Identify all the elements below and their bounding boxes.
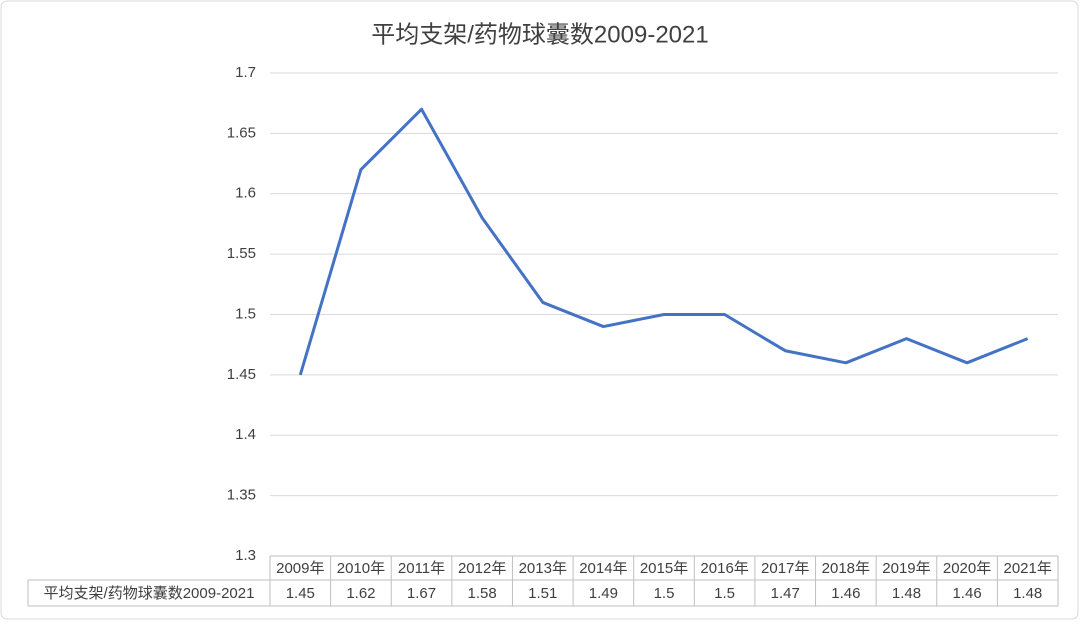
x-tick-label: 2009年 [276, 560, 324, 577]
data-table-value: 1.46 [952, 585, 981, 602]
x-tick-label: 2017年 [761, 560, 809, 577]
chart-title: 平均支架/药物球囊数2009-2021 [371, 21, 708, 48]
y-tick-label: 1.3 [235, 547, 256, 564]
data-table-value: 1.47 [771, 585, 800, 602]
y-tick-label: 1.55 [227, 245, 256, 262]
x-tick-label: 2020年 [943, 560, 991, 577]
y-tick-label: 1.6 [235, 185, 256, 202]
data-table-value: 1.51 [528, 585, 557, 602]
y-tick-label: 1.7 [235, 64, 256, 81]
data-table-value: 1.45 [286, 585, 315, 602]
line [298, 107, 1029, 376]
x-tick-label: 2021年 [1004, 560, 1052, 577]
data-table-value: 1.49 [589, 585, 618, 602]
data-table-value: 1.58 [468, 585, 497, 602]
legend-label: 平均支架/药物球囊数2009-2021 [44, 585, 255, 602]
x-tick-label: 2010年 [337, 560, 385, 577]
data-table-value: 1.5 [714, 585, 735, 602]
data-table-value: 1.67 [407, 585, 436, 602]
y-tick-label: 1.65 [227, 124, 256, 141]
x-tick-label: 2018年 [822, 560, 870, 577]
y-tick-label: 1.5 [235, 305, 256, 322]
y-tick-label: 1.4 [235, 426, 256, 443]
y-tick-label: 1.45 [227, 366, 256, 383]
y-tick-label: 1.35 [227, 487, 256, 504]
data-table-value: 1.46 [831, 585, 860, 602]
data-table-value: 1.62 [346, 585, 375, 602]
data-table-value: 1.48 [892, 585, 921, 602]
data-table-value: 1.5 [654, 585, 675, 602]
x-tick-label: 2016年 [700, 560, 748, 577]
x-tick-label: 2015年 [640, 560, 688, 577]
data-table-value: 1.48 [1013, 585, 1042, 602]
x-tick-label: 2013年 [519, 560, 567, 577]
x-tick-label: 2014年 [579, 560, 627, 577]
x-tick-label: 2012年 [458, 560, 506, 577]
x-tick-label: 2011年 [398, 560, 445, 577]
x-tick-label: 2019年 [882, 560, 930, 577]
